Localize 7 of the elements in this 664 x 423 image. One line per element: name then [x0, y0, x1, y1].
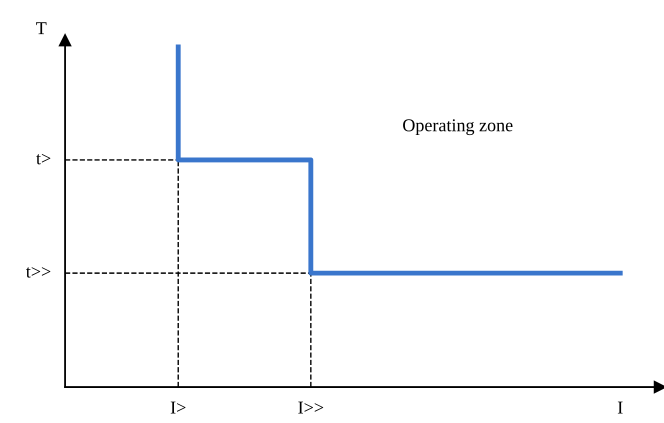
ref-line-label: t>> [26, 267, 50, 278]
x-tick-label: I [618, 402, 623, 414]
ref-line-label: t> [36, 154, 50, 164]
x-tick-label: I>> [298, 402, 324, 414]
text: T [36, 22, 46, 34]
annotation: Operating zone [403, 119, 513, 136]
x-tick-label: I> [170, 402, 186, 414]
